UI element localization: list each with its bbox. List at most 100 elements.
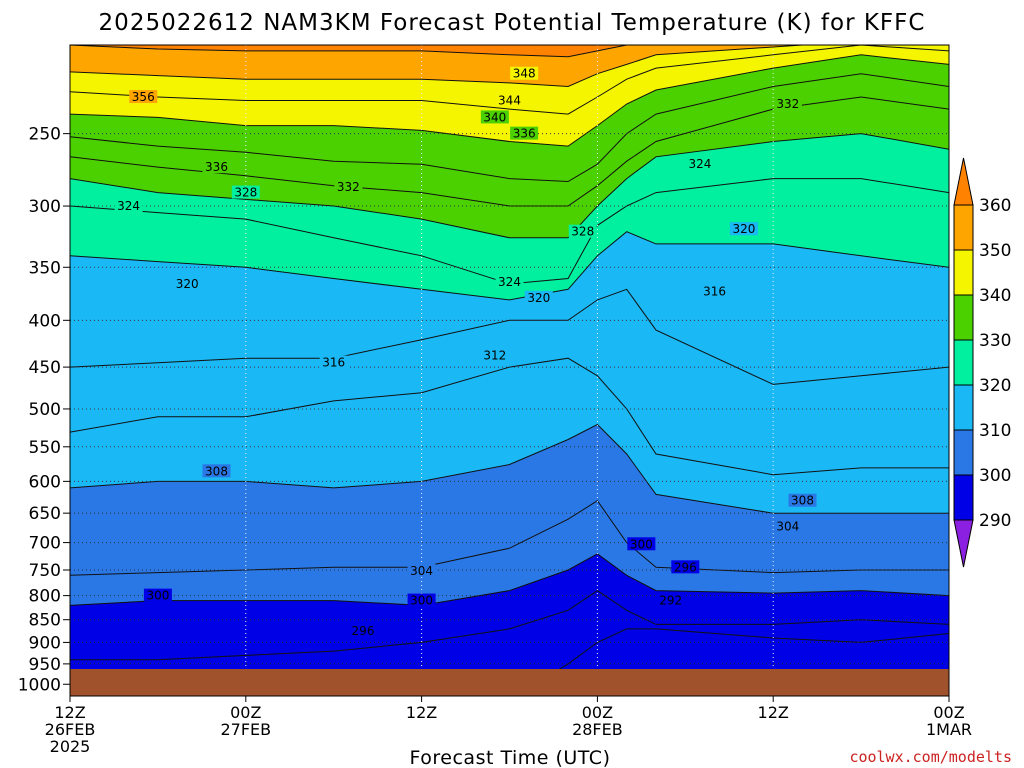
contour-label-bg <box>480 348 509 362</box>
contour-label-bg <box>202 464 231 478</box>
y-tick-label: 400 <box>29 311 61 331</box>
isotherm-336 <box>70 73 949 183</box>
x-tick-label: 1MAR <box>926 720 972 739</box>
contour-label-text: 296 <box>674 560 697 574</box>
contour-label-text: 316 <box>322 356 345 370</box>
contour-label-text: 344 <box>498 94 521 108</box>
colorbar-tick-label: 310 <box>979 421 1011 441</box>
chart-title: 2025022612 NAM3KM Forecast Potential Tem… <box>99 10 926 36</box>
contour-label-text: 336 <box>513 127 536 141</box>
colorbar-tick-label: 340 <box>979 286 1011 306</box>
contour-label-text: 340 <box>483 110 506 124</box>
contour-label-bg <box>568 224 597 238</box>
y-tick-label: 650 <box>29 504 61 524</box>
x-axis-label: Forecast Time (UTC) <box>410 747 611 768</box>
y-tick-label: 1000 <box>18 675 61 695</box>
colorbar-segment <box>953 294 974 341</box>
y-tick-label: 250 <box>29 125 61 145</box>
contour-label-text: 296 <box>352 624 375 638</box>
contour-label: 320 <box>729 222 758 236</box>
colorbar-segment <box>953 249 974 296</box>
contour-label-bg <box>319 355 348 369</box>
theta-filled-bands <box>70 45 949 669</box>
contour-label-bg <box>510 66 539 80</box>
contour-label-bg <box>480 110 509 124</box>
contour-label: 344 <box>495 93 524 108</box>
contour-label-bg <box>202 160 231 174</box>
colorbar-tick-label: 290 <box>979 511 1011 531</box>
contour-label: 340 <box>480 110 509 124</box>
y-tick-label: 350 <box>29 258 61 278</box>
contour-label-text: 300 <box>410 594 433 608</box>
contour-label: 324 <box>685 157 714 171</box>
contour-label-text: 336 <box>205 160 228 174</box>
contour-label-text: 300 <box>146 589 169 603</box>
contour-label-bg <box>173 276 202 290</box>
contour-label-bg <box>114 199 143 213</box>
contour-label-text: 332 <box>776 97 799 111</box>
y-tick-label: 600 <box>29 472 61 492</box>
y-tick-label: 900 <box>29 633 61 653</box>
contour-label-text: 304 <box>410 564 433 578</box>
contour-label: 308 <box>202 464 231 478</box>
contour-label-text: 324 <box>498 275 521 289</box>
isotherm-344 <box>70 45 949 115</box>
x-tick-label: 00Z <box>933 703 964 722</box>
isotherm-316 <box>70 288 949 385</box>
contour-label-text: 328 <box>571 225 594 239</box>
x-tick-label: 27FEB <box>220 720 271 739</box>
contour-label: 300 <box>627 537 656 551</box>
contour-label-bg <box>334 180 363 194</box>
colorbar-arrow-bottom <box>953 519 974 568</box>
contour-label-bg <box>407 564 436 578</box>
colorbar-tick-label: 360 <box>979 196 1011 216</box>
y-tick-label: 450 <box>29 358 61 378</box>
isotherm-324 <box>70 178 949 285</box>
contour-label-bg <box>143 588 172 602</box>
contour-label-bg <box>349 624 377 638</box>
contour-label: 348 <box>510 66 539 81</box>
colorbar-arrow-top <box>953 157 974 206</box>
contour-label: 312 <box>480 348 509 362</box>
contour-label: 304 <box>773 519 802 533</box>
x-tick-label: 12Z <box>758 703 789 722</box>
contour-label: 320 <box>524 290 553 305</box>
contour-label-text: 356 <box>132 90 155 104</box>
contour-labels: 356 348 344 340 336 336 332 332 328 324 324 328 320 3… <box>114 66 817 638</box>
contour-label-text: 324 <box>117 199 140 213</box>
colorbar-tick-label: 330 <box>979 331 1011 351</box>
contour-label-bg <box>407 593 436 607</box>
contour-label-bg <box>671 560 700 574</box>
colorbar-tick-label: 320 <box>979 376 1011 396</box>
contour-label: 300 <box>143 588 172 603</box>
contour-label-text: 328 <box>234 186 257 200</box>
colorbar-segment <box>953 429 974 476</box>
isotherm-312 <box>70 357 949 476</box>
x-tick-label: 26FEB <box>45 720 96 739</box>
contour-label: 296 <box>671 560 700 574</box>
contour-label: 328 <box>568 224 597 239</box>
contour-label-text: 300 <box>630 537 653 551</box>
contour-label-bg <box>627 537 656 551</box>
contour-label: 292 <box>656 593 685 608</box>
contour-label-bg <box>685 157 714 171</box>
y-tick-label: 750 <box>29 561 61 581</box>
isotherm-296 <box>70 589 949 661</box>
credit-link[interactable]: coolwx.com/modelts <box>849 748 1012 766</box>
y-axis-pressure: 2503003504004505005506006507007508008509… <box>18 125 70 695</box>
y-tick-label: 800 <box>29 587 61 607</box>
contour-label-bg <box>495 274 524 288</box>
contour-label-text: 320 <box>527 291 550 305</box>
contour-label-bg <box>524 290 553 304</box>
contour-label-bg <box>788 493 817 507</box>
contour-label: 300 <box>407 593 436 608</box>
x-tick-label: 00Z <box>582 703 613 722</box>
contour-label: 316 <box>700 284 729 298</box>
y-tick-label: 700 <box>29 534 61 554</box>
x-tick-label: 28FEB <box>572 720 623 739</box>
colorbar-segment <box>953 384 974 431</box>
contour-label: 336 <box>202 160 231 174</box>
contour-label-text: 292 <box>659 594 682 608</box>
